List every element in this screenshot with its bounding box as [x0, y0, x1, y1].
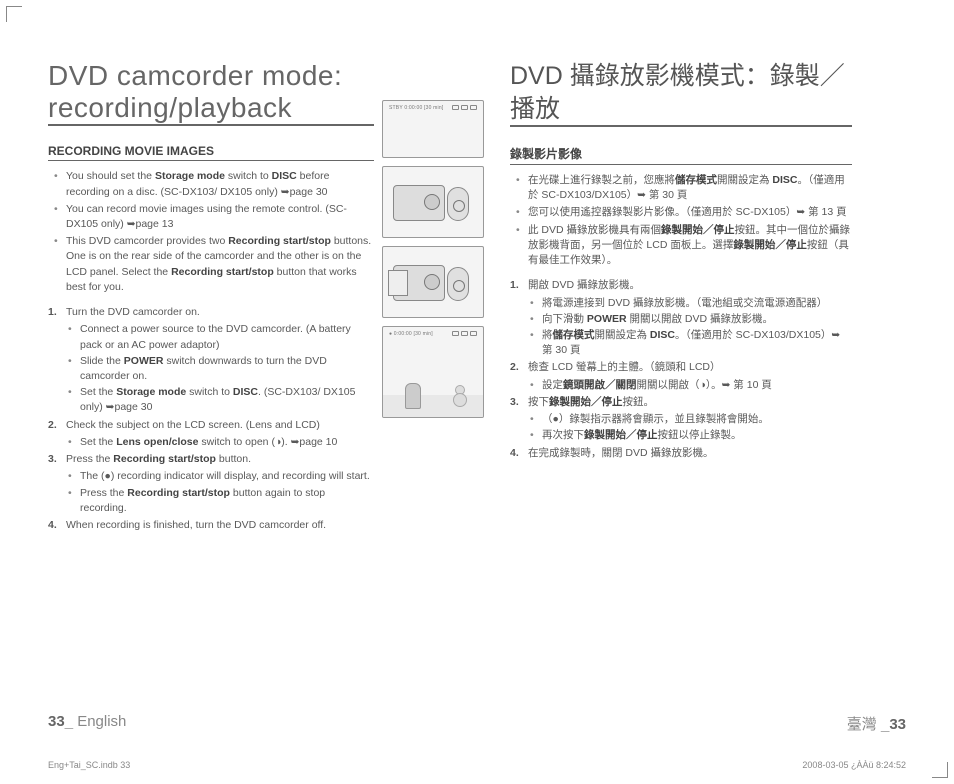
rec-button-icon	[447, 267, 469, 301]
illustration-recording-scene: ● 0:00:00 [30 min]	[382, 326, 484, 418]
child-icon	[405, 383, 421, 409]
sub-item: （●）錄製指示器將會顯示，並且錄製將會開始。	[528, 412, 852, 427]
sub-item: The (●) recording indicator will display…	[66, 469, 374, 484]
column-chinese: DVD 攝錄放影機模式：錄製／播放 錄製影片影像 在光碟上進行錄製之前，您應將儲…	[492, 60, 852, 535]
footer-lang: English	[73, 713, 126, 730]
intro-item: You can record movie images using the re…	[48, 202, 374, 232]
intro-list-zh: 在光碟上進行錄製之前，您應將儲存模式開關設定為 DISC。（僅適用於 SC-DX…	[510, 173, 852, 268]
step-text: Check the subject on the LCD screen. (Le…	[66, 419, 320, 431]
sub-item: Set the Storage mode switch to DISC. (SC…	[66, 385, 374, 415]
lcd-icons	[452, 331, 477, 336]
sub-item: 設定鏡頭開啟／關閉開關以開啟（◑）。➥ 第 10 頁	[528, 378, 852, 393]
step: Turn the DVD camcorder on. Connect a pow…	[48, 305, 374, 416]
column-illustrations: STBY 0:00:00 [30 min] ● 0:00:00 [30 min]	[382, 60, 492, 535]
step: Check the subject on the LCD screen. (Le…	[48, 418, 374, 450]
footer-lang: 臺灣	[847, 716, 881, 733]
intro-item: 您可以使用遙控器錄製影片影像。（僅適用於 SC-DX105）➥ 第 13 頁	[510, 205, 852, 220]
sub-item: Slide the POWER switch downwards to turn…	[66, 354, 374, 384]
rec-button-icon	[447, 187, 469, 221]
steps-zh: 開啟 DVD 攝錄放影機。 將電源連接到 DVD 攝錄放影機。（電池組或交流電源…	[510, 278, 852, 460]
sub-item: 再次按下錄製開始／停止按鈕以停止錄製。	[528, 428, 852, 443]
meta-file: Eng+Tai_SC.indb 33	[48, 760, 130, 770]
intro-item: This DVD camcorder provides two Recordin…	[48, 234, 374, 295]
sub-item: Connect a power source to the DVD camcor…	[66, 322, 374, 352]
footer-sep: _	[65, 713, 73, 730]
title-en: DVD camcorder mode: recording/playback	[48, 60, 374, 126]
step: When recording is finished, turn the DVD…	[48, 518, 374, 533]
meta-timestamp: 2008-03-05 ¿ÀÀü 8:24:52	[802, 760, 906, 770]
intro-list-en: You should set the Storage mode switch t…	[48, 169, 374, 295]
illustration-lcd-stby: STBY 0:00:00 [30 min]	[382, 100, 484, 158]
illustration-camcorder-rear	[382, 166, 484, 238]
step: Press the Recording start/stop button. T…	[48, 452, 374, 516]
page: DVD camcorder mode: recording/playback R…	[0, 0, 954, 565]
intro-item: 此 DVD 攝錄放影機具有兩個錄製開始／停止按鈕。其中一個位於攝錄放影機背面，另…	[510, 223, 852, 269]
title-zh: DVD 攝錄放影機模式：錄製／播放	[510, 60, 852, 127]
sub-item: 將電源連接到 DVD 攝錄放影機。（電池組或交流電源適配器）	[528, 296, 852, 311]
sub-item: Set the Lens open/close switch to open (…	[66, 435, 374, 450]
page-number: 33	[889, 716, 906, 733]
sub-item: Press the Recording start/stop button ag…	[66, 486, 374, 516]
section-zh: 錄製影片影像	[510, 145, 852, 165]
section-en: RECORDING MOVIE IMAGES	[48, 144, 374, 161]
lcd-status-text: STBY 0:00:00 [30 min]	[389, 105, 443, 111]
step: 檢查 LCD 螢幕上的主體。（鏡頭和 LCD） 設定鏡頭開啟／關閉開關以開啟（◑…	[510, 360, 852, 392]
step: 開啟 DVD 攝錄放影機。 將電源連接到 DVD 攝錄放影機。（電池組或交流電源…	[510, 278, 852, 358]
intro-item: 在光碟上進行錄製之前，您應將儲存模式開關設定為 DISC。（僅適用於 SC-DX…	[510, 173, 852, 203]
footer-right: 臺灣 _33	[847, 713, 906, 734]
step-text: 開啟 DVD 攝錄放影機。	[528, 279, 640, 291]
column-english: DVD camcorder mode: recording/playback R…	[48, 60, 382, 535]
sub-item: 將儲存模式開關設定為 DISC。（僅適用於 SC-DX103/DX105）➥ 第…	[528, 328, 852, 358]
page-footer: 33_ English 臺灣 _33	[48, 713, 906, 734]
illustration-camcorder-lcd	[382, 246, 484, 318]
step-text: Turn the DVD camcorder on.	[66, 306, 200, 318]
step-text: When recording is finished, turn the DVD…	[66, 519, 326, 531]
footer-left: 33_ English	[48, 713, 126, 734]
intro-item: You should set the Storage mode switch t…	[48, 169, 374, 199]
step-text: 在完成錄製時，關閉 DVD 攝錄放影機。	[528, 447, 714, 459]
step-text: 按下錄製開始／停止按鈕。	[528, 396, 654, 408]
lcd-status-text: ● 0:00:00 [30 min]	[389, 331, 433, 337]
crop-mark-tl	[6, 6, 22, 22]
crop-mark-br	[932, 762, 948, 778]
snowman-icon	[453, 393, 467, 407]
step-text: 檢查 LCD 螢幕上的主體。（鏡頭和 LCD）	[528, 361, 721, 373]
steps-en: Turn the DVD camcorder on. Connect a pow…	[48, 305, 374, 533]
page-number: 33	[48, 713, 65, 730]
step: 按下錄製開始／停止按鈕。 （●）錄製指示器將會顯示，並且錄製將會開始。 再次按下…	[510, 395, 852, 444]
sub-item: 向下滑動 POWER 開關以開啟 DVD 攝錄放影機。	[528, 312, 852, 327]
print-meta: Eng+Tai_SC.indb 33 2008-03-05 ¿ÀÀü 8:24:…	[48, 760, 906, 770]
step-text: Press the Recording start/stop button.	[66, 453, 251, 465]
lcd-icons	[452, 105, 477, 110]
step: 在完成錄製時，關閉 DVD 攝錄放影機。	[510, 446, 852, 461]
